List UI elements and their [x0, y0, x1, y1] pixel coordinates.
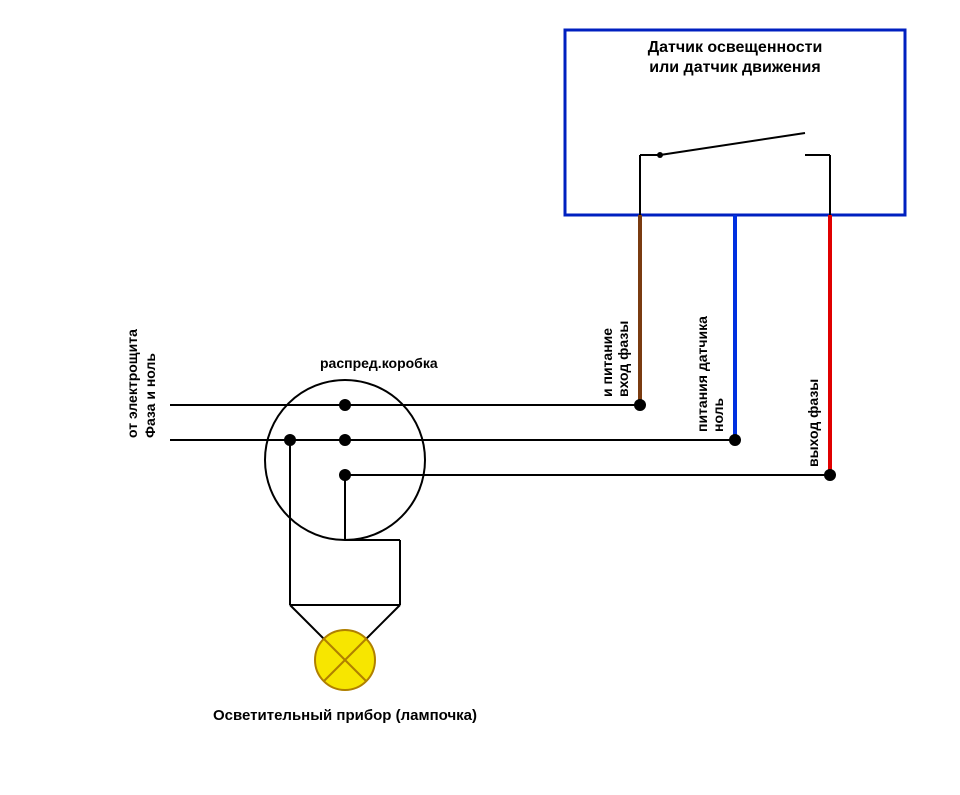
blue-label-2: питания датчика: [694, 316, 710, 432]
switch-pivot: [657, 152, 663, 158]
sensor-title-1: Датчик освещенности: [648, 39, 823, 56]
red-label-1: выход фазы: [805, 379, 821, 467]
lamp-feed-left: [290, 605, 324, 639]
brown-label-1: вход фазы: [615, 321, 631, 397]
node-5: [729, 434, 741, 446]
panel-label-2: от электрощита: [124, 329, 140, 438]
node-0: [339, 399, 351, 411]
lamp-label: Осветительный прибор (лампочка): [213, 707, 477, 724]
brown-label-2: и питание: [599, 328, 615, 397]
node-4: [634, 399, 646, 411]
node-6: [824, 469, 836, 481]
sensor-title-2: или датчик движения: [649, 59, 820, 76]
node-1: [339, 434, 351, 446]
node-2: [339, 469, 351, 481]
junction-box-label: распред.коробка: [320, 355, 438, 371]
sensor-box: [565, 30, 905, 215]
blue-label-1: ноль: [710, 397, 726, 432]
panel-label-1: Фаза и ноль: [142, 353, 158, 438]
lamp-feed-right: [366, 605, 400, 639]
node-3: [284, 434, 296, 446]
